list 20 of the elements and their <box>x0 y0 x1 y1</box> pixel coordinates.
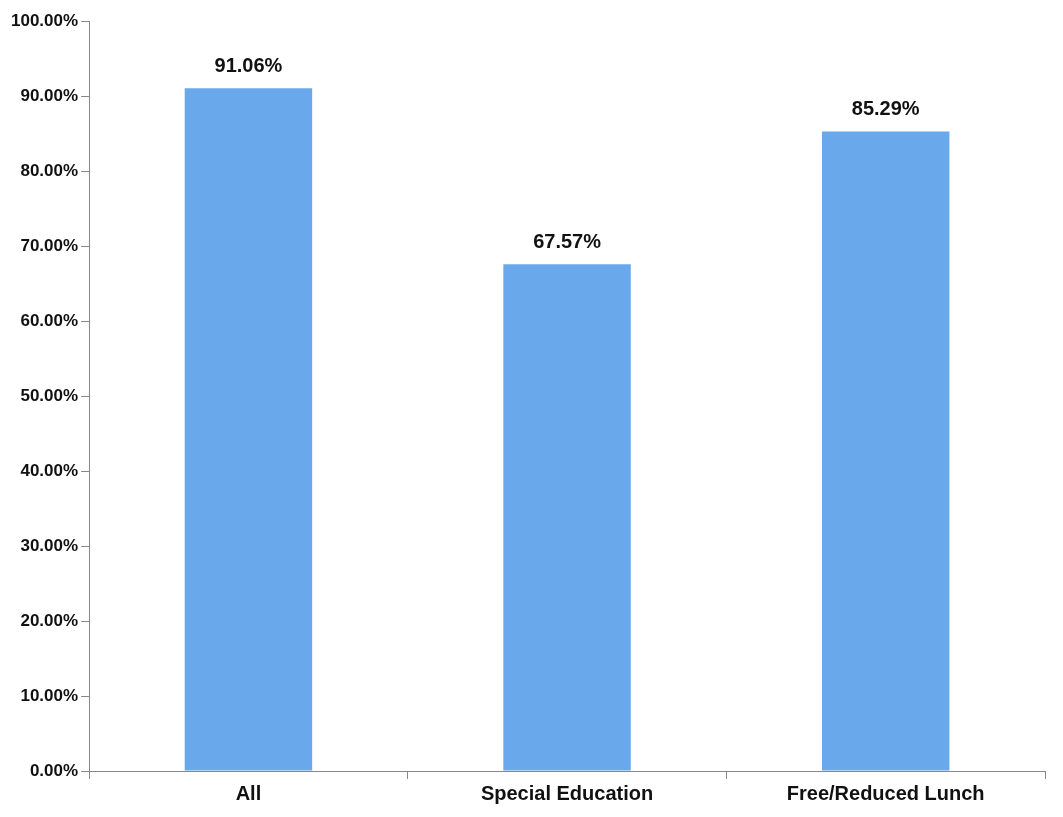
y-tick-label: 70.00% <box>20 235 79 255</box>
data-label: 85.29% <box>851 97 920 120</box>
x-tick-label: Special Education <box>480 781 654 804</box>
y-tick-label: 80.00% <box>20 160 79 180</box>
y-tick-label: 10.00% <box>20 685 79 705</box>
bar <box>503 264 631 771</box>
y-tick-label: 90.00% <box>20 85 79 105</box>
bar <box>184 88 313 771</box>
y-tick-label: 50.00% <box>20 385 79 405</box>
y-tick-label: 40.00% <box>20 460 79 480</box>
x-tick-label: All <box>235 781 262 804</box>
y-tick-label: 0.00% <box>29 760 79 780</box>
y-tick-label: 20.00% <box>20 610 79 630</box>
data-label: 91.06% <box>214 53 283 76</box>
data-label: 67.57% <box>533 229 602 252</box>
y-tick-label: 100.00% <box>10 10 79 30</box>
x-tick-label: Free/Reduced Lunch <box>786 781 985 804</box>
bar <box>821 131 950 771</box>
y-tick-label: 60.00% <box>20 310 79 330</box>
y-tick-label: 30.00% <box>20 535 79 555</box>
